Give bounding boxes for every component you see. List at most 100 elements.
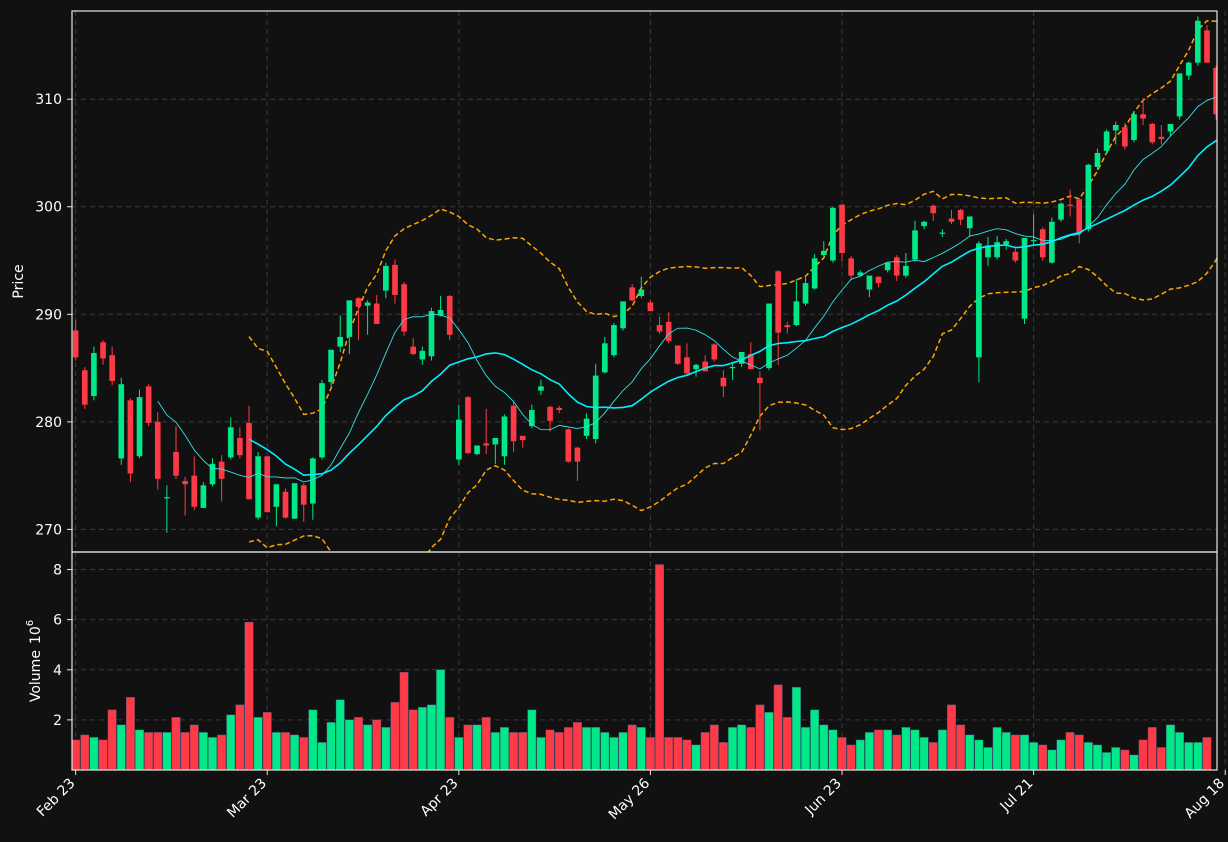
price-tick-label: 310 [35,92,62,108]
volume-bar [299,737,309,770]
candle-body [501,416,508,457]
candle-body [547,406,553,421]
volume-bar [1010,734,1020,770]
price-tick-label: 290 [35,307,62,323]
candle-body [820,250,827,256]
candle-body [1103,131,1110,151]
candle-body [738,351,745,364]
volume-bar [892,734,902,770]
candle-body [866,275,873,290]
volume-bar [719,742,728,770]
volume-bar [189,724,199,770]
volume-bar [965,734,975,770]
volume-bar [171,717,181,770]
volume-bar [180,732,190,770]
volume-bar [116,724,126,770]
volume-bar [354,717,363,770]
candle-body [839,204,845,253]
candle-body [830,207,836,261]
volume-bar [664,737,674,770]
volume-tick-label: 8 [53,563,62,579]
candle-body [1131,114,1137,141]
candle-body [684,357,690,374]
price-tick-label: 300 [35,200,62,216]
volume-bar [107,709,117,770]
volume-bar [974,739,984,770]
candle-body [1021,237,1028,319]
candle-body [565,429,572,462]
candle-body [364,302,371,306]
price-y-ticks: 270 280 290 300 310 [35,92,72,538]
candle-body [355,298,362,307]
volume-bar [399,672,409,770]
moving-average-20-line [248,138,1217,477]
candle-body [145,386,152,423]
candle-body [1012,251,1019,261]
candle-body [328,349,334,383]
candle-body [1076,199,1083,233]
volume-bar [901,727,911,770]
volume-bar [983,747,993,770]
volume-bar [746,727,756,770]
volume-bar [372,719,382,770]
candle-body [227,427,234,458]
candle-body [1140,114,1146,119]
candle-body [665,321,672,342]
volume-bar [573,722,582,770]
candle-body [392,264,398,295]
volume-grid [72,552,1226,770]
candle-body [884,262,891,271]
volume-bar [1175,732,1184,770]
volume-bar [764,712,774,770]
volume-bar [390,702,400,770]
candle-body [538,386,544,391]
volume-bar [655,564,664,770]
volume-bar [226,714,236,770]
candle-body [419,350,426,360]
candle-body [319,383,325,458]
candle-body [182,481,188,485]
volume-bar [235,704,245,770]
volume-tick-label: 4 [53,663,62,679]
volume-bar [271,732,281,770]
candle-body [848,258,854,276]
candle-body [291,483,298,519]
volume-bar [281,732,290,770]
volume-bar [198,732,208,770]
candle-body [720,377,727,387]
volume-bar [1129,754,1139,770]
volume-bar [1156,747,1166,770]
candle-body [793,301,800,326]
volume-tick-label: 2 [53,713,62,729]
price-tick-label: 270 [35,522,62,538]
candle-body [1094,152,1101,167]
volume-bar [1093,744,1102,770]
volume-bar [1147,727,1157,770]
volume-unit-base: 10 [28,626,44,644]
candle-body [246,422,252,500]
candle-body [173,451,179,476]
volume-bar [910,729,920,770]
volume-label-text: Volume [28,650,44,702]
volume-bar [846,744,856,770]
volume-bar [308,709,318,770]
volume-bar [919,737,929,770]
volume-bar [1020,734,1029,770]
volume-bar [1193,742,1203,770]
volume-bar [253,717,263,770]
candle-body [1204,30,1210,63]
volume-bar [1029,742,1039,770]
candle-body [948,218,955,222]
volume-bar [217,734,227,770]
volume-bar [992,727,1002,770]
volume-bar [244,621,254,770]
candle-body [766,303,772,369]
candle-body [930,205,937,214]
candle-body [1085,164,1092,230]
volume-bar [162,732,172,770]
candle-body [912,230,918,260]
volume-bar [545,729,555,770]
